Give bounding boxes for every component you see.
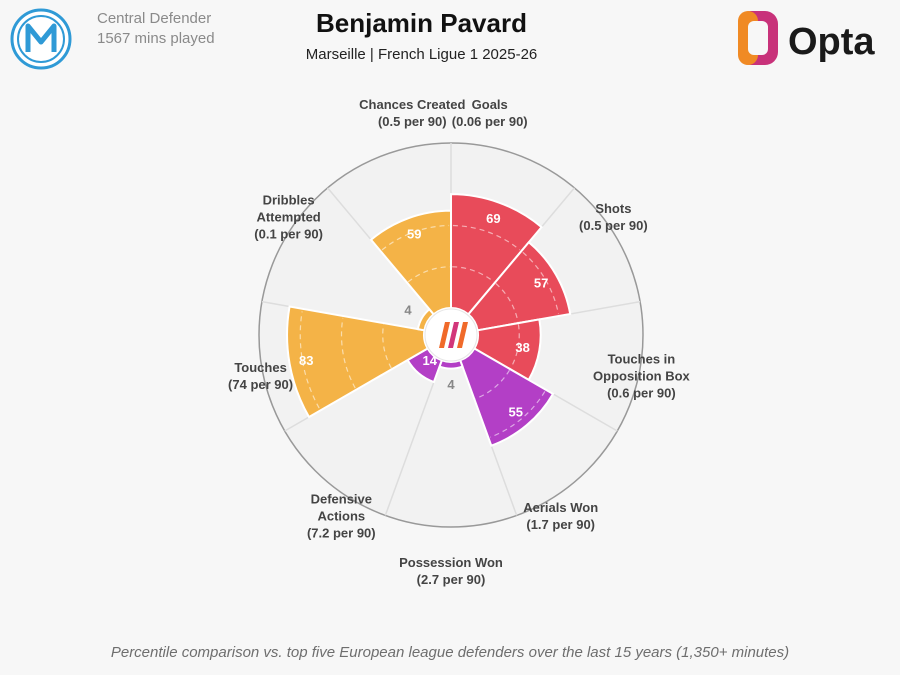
bar-touches-in-opposition-box — [473, 318, 542, 382]
axis-label-defensive-actions: Defensive Actions (7.2 per 90) — [307, 491, 376, 540]
axis-label-touches: Touches (74 per 90) — [228, 360, 293, 392]
bar-gridline — [382, 324, 392, 369]
value-label-goals: 69 — [486, 211, 500, 226]
value-label-chances-created: 59 — [407, 227, 421, 242]
bar-gridline — [522, 251, 560, 315]
bar-shots — [466, 240, 572, 332]
bar-gridline — [475, 369, 511, 400]
bar-gridline — [407, 266, 450, 283]
footnote: Percentile comparison vs. top five Europ… — [110, 644, 790, 661]
bar-gridline — [299, 311, 320, 409]
bar-gridline — [381, 224, 450, 251]
value-label-aerials-won: 55 — [509, 405, 523, 420]
axis-label-dribbles-attempted: Dribbles Attempted (0.1 per 90) — [254, 193, 323, 242]
center-logo-icon — [439, 322, 468, 348]
value-label-touches: 83 — [299, 353, 313, 368]
bar-gridline — [495, 283, 519, 323]
axis-label-goals: Goals (0.06 per 90) — [452, 97, 528, 129]
axis-label-chances-created: Chances Created (0.5 per 90) — [359, 97, 465, 129]
value-label-defensive-actions: 14 — [422, 353, 437, 368]
axis-label-aerials-won: Aerials Won (1.7 per 90) — [523, 500, 598, 532]
bar-gridline — [340, 317, 356, 389]
opta-wordmark: Opta — [788, 21, 875, 63]
opta-logo: Opta — [738, 11, 875, 65]
minutes-played: 1567 mins played — [97, 30, 215, 47]
bar-gridline — [452, 266, 495, 283]
bar-possession-won — [438, 359, 464, 370]
value-label-possession-won: 4 — [447, 377, 455, 392]
bar-gridline — [452, 224, 521, 251]
value-label-shots: 57 — [534, 275, 548, 290]
bar-touches — [286, 305, 429, 419]
club-badge-icon — [10, 8, 72, 70]
player-name: Benjamin Pavard — [316, 8, 527, 38]
value-label-dribbles-attempted: 4 — [404, 303, 412, 318]
bar-goals — [450, 193, 543, 316]
axis-label-possession-won: Possession Won (2.7 per 90) — [399, 555, 503, 587]
value-label-touches-in-opposition-box: 38 — [515, 340, 529, 355]
subtitle: Marseille | French Ligue 1 2025-26 — [305, 46, 538, 63]
axis-label-shots: Shots (0.5 per 90) — [579, 201, 648, 233]
axis-label-touches-in-opposition-box: Touches in Opposition Box (0.6 per 90) — [593, 351, 691, 400]
bar-gridline — [490, 391, 546, 438]
bar-chances-created — [369, 209, 452, 316]
bar-aerials-won — [458, 347, 555, 447]
player-position: Central Defender — [97, 10, 212, 27]
radar-spoke — [384, 360, 443, 516]
bar-gridline — [510, 324, 520, 369]
